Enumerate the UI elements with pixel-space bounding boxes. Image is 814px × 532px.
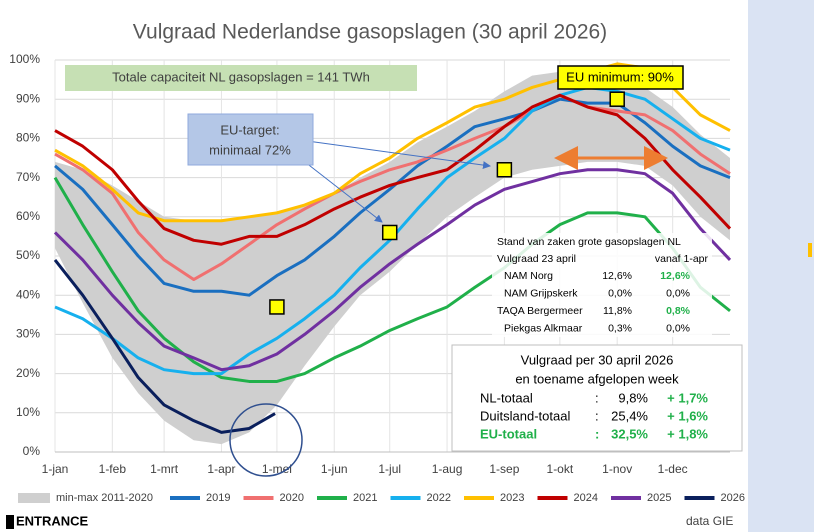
table-cell: NAM Grijpskerk	[504, 287, 578, 299]
y-tick-label: 90%	[16, 91, 40, 105]
x-tick-label: 1-aug	[432, 462, 463, 476]
legend-label: 2020	[280, 492, 304, 504]
summary-cell: :	[595, 390, 599, 405]
table-cell: 0,8%	[666, 305, 691, 317]
highlight-circle	[229, 403, 303, 477]
table-cell: Piekgas Alkmaar	[504, 322, 583, 334]
table-box	[492, 233, 712, 337]
x-tick-label: 1-jun	[321, 462, 348, 476]
summary-cell: + 1,7%	[667, 390, 708, 405]
target-marker	[609, 91, 625, 107]
summary-title: Vulgraad per 30 april 2026	[521, 352, 674, 367]
legend-label: 2023	[500, 492, 524, 504]
y-tick-label: 10%	[16, 405, 40, 419]
target-note: minimaal 72%	[209, 142, 291, 157]
legend-label: min-max 2011-2020	[56, 492, 153, 504]
x-tick-label: 1-feb	[99, 462, 127, 476]
logo: ENTRANCE	[16, 513, 89, 528]
table-cell: 0,3%	[608, 322, 632, 334]
x-tick-label: 1-mei	[262, 462, 292, 476]
series-line	[53, 176, 731, 383]
y-tick-label: 50%	[16, 248, 40, 262]
table-header: Vulgraad 23 april	[497, 253, 576, 265]
target-arrow	[304, 161, 383, 223]
target-marker	[496, 162, 513, 178]
series-line	[54, 93, 731, 282]
summary-cell: :	[595, 426, 599, 441]
table-cell: 11,8%	[603, 305, 632, 317]
summary-cell: :	[595, 408, 599, 423]
capacity-note: Totale capaciteit NL gasopslagen = 141 T…	[112, 69, 370, 84]
legend-label: 2025	[647, 492, 671, 504]
y-tick-label: 0%	[23, 444, 41, 458]
x-tick-label: 1-jan	[42, 462, 69, 476]
summary-cell: 25,4%	[611, 408, 648, 423]
table-title: Stand van zaken grote gasopslagen NL	[497, 236, 681, 248]
summary-cell: 9,8%	[618, 390, 648, 405]
y-tick-label: 100%	[9, 52, 40, 66]
minimum-box	[557, 65, 684, 90]
summary-cell: Duitsland-totaal	[480, 408, 570, 423]
summary-title: en toename afgelopen week	[515, 371, 679, 386]
capacity-box	[65, 65, 417, 91]
x-tick-label: 1-sep	[489, 462, 519, 476]
table-header: vanaf 1-apr	[655, 253, 709, 265]
series-line	[53, 258, 276, 434]
legend-label: 2026	[721, 492, 745, 504]
target-box	[187, 113, 314, 166]
table-cell: NAM Norg	[504, 270, 553, 282]
legend-swatch	[18, 493, 50, 503]
x-tick-label: 1-apr	[207, 462, 235, 476]
table-cell: 12,6%	[602, 270, 632, 282]
series-line	[54, 85, 731, 376]
legend-label: 2022	[427, 492, 451, 504]
x-tick-label: 1-nov	[602, 462, 632, 476]
series-line	[54, 62, 731, 223]
side-panel	[748, 0, 814, 532]
summary-cell: + 1,6%	[667, 408, 708, 423]
table-cell: 0,0%	[666, 322, 690, 334]
table-cell: 0,0%	[666, 287, 690, 299]
minimum-note: EU minimum: 90%	[566, 69, 674, 84]
summary-cell: + 1,8%	[667, 426, 708, 441]
target-marker	[381, 224, 398, 241]
x-tick-label: 1-mrt	[150, 462, 179, 476]
y-tick-label: 30%	[16, 327, 40, 341]
x-tick-label: 1-okt	[547, 462, 574, 476]
summary-box	[451, 344, 743, 452]
x-tick-label: 1-dec	[658, 462, 688, 476]
target-marker	[269, 299, 285, 315]
logo-icon	[6, 515, 14, 529]
series-line	[54, 93, 732, 246]
summary-cell: 32,5%	[611, 426, 648, 441]
target-arrow	[299, 139, 491, 170]
y-tick-label: 20%	[16, 366, 40, 380]
y-tick-label: 40%	[16, 287, 40, 301]
summary-cell: EU-totaal	[480, 426, 537, 441]
target-note: EU-target:	[220, 122, 279, 137]
legend-label: 2021	[353, 492, 377, 504]
legend-label: 2024	[574, 492, 598, 504]
x-tick-label: 1-jul	[378, 462, 401, 476]
table-cell: 12,6%	[660, 270, 690, 282]
source: data GIE	[686, 514, 733, 528]
legend-label: 2019	[206, 492, 230, 504]
y-tick-label: 70%	[16, 170, 40, 184]
chart-title: Vulgraad Nederlandse gasopslagen (30 apr…	[133, 21, 607, 44]
summary-cell: NL-totaal	[480, 390, 533, 405]
side-mark	[808, 243, 812, 257]
y-tick-label: 80%	[16, 131, 40, 145]
table-cell: TAQA Bergermeer	[497, 305, 583, 317]
table-cell: 0,0%	[608, 287, 632, 299]
y-tick-label: 60%	[16, 209, 40, 223]
